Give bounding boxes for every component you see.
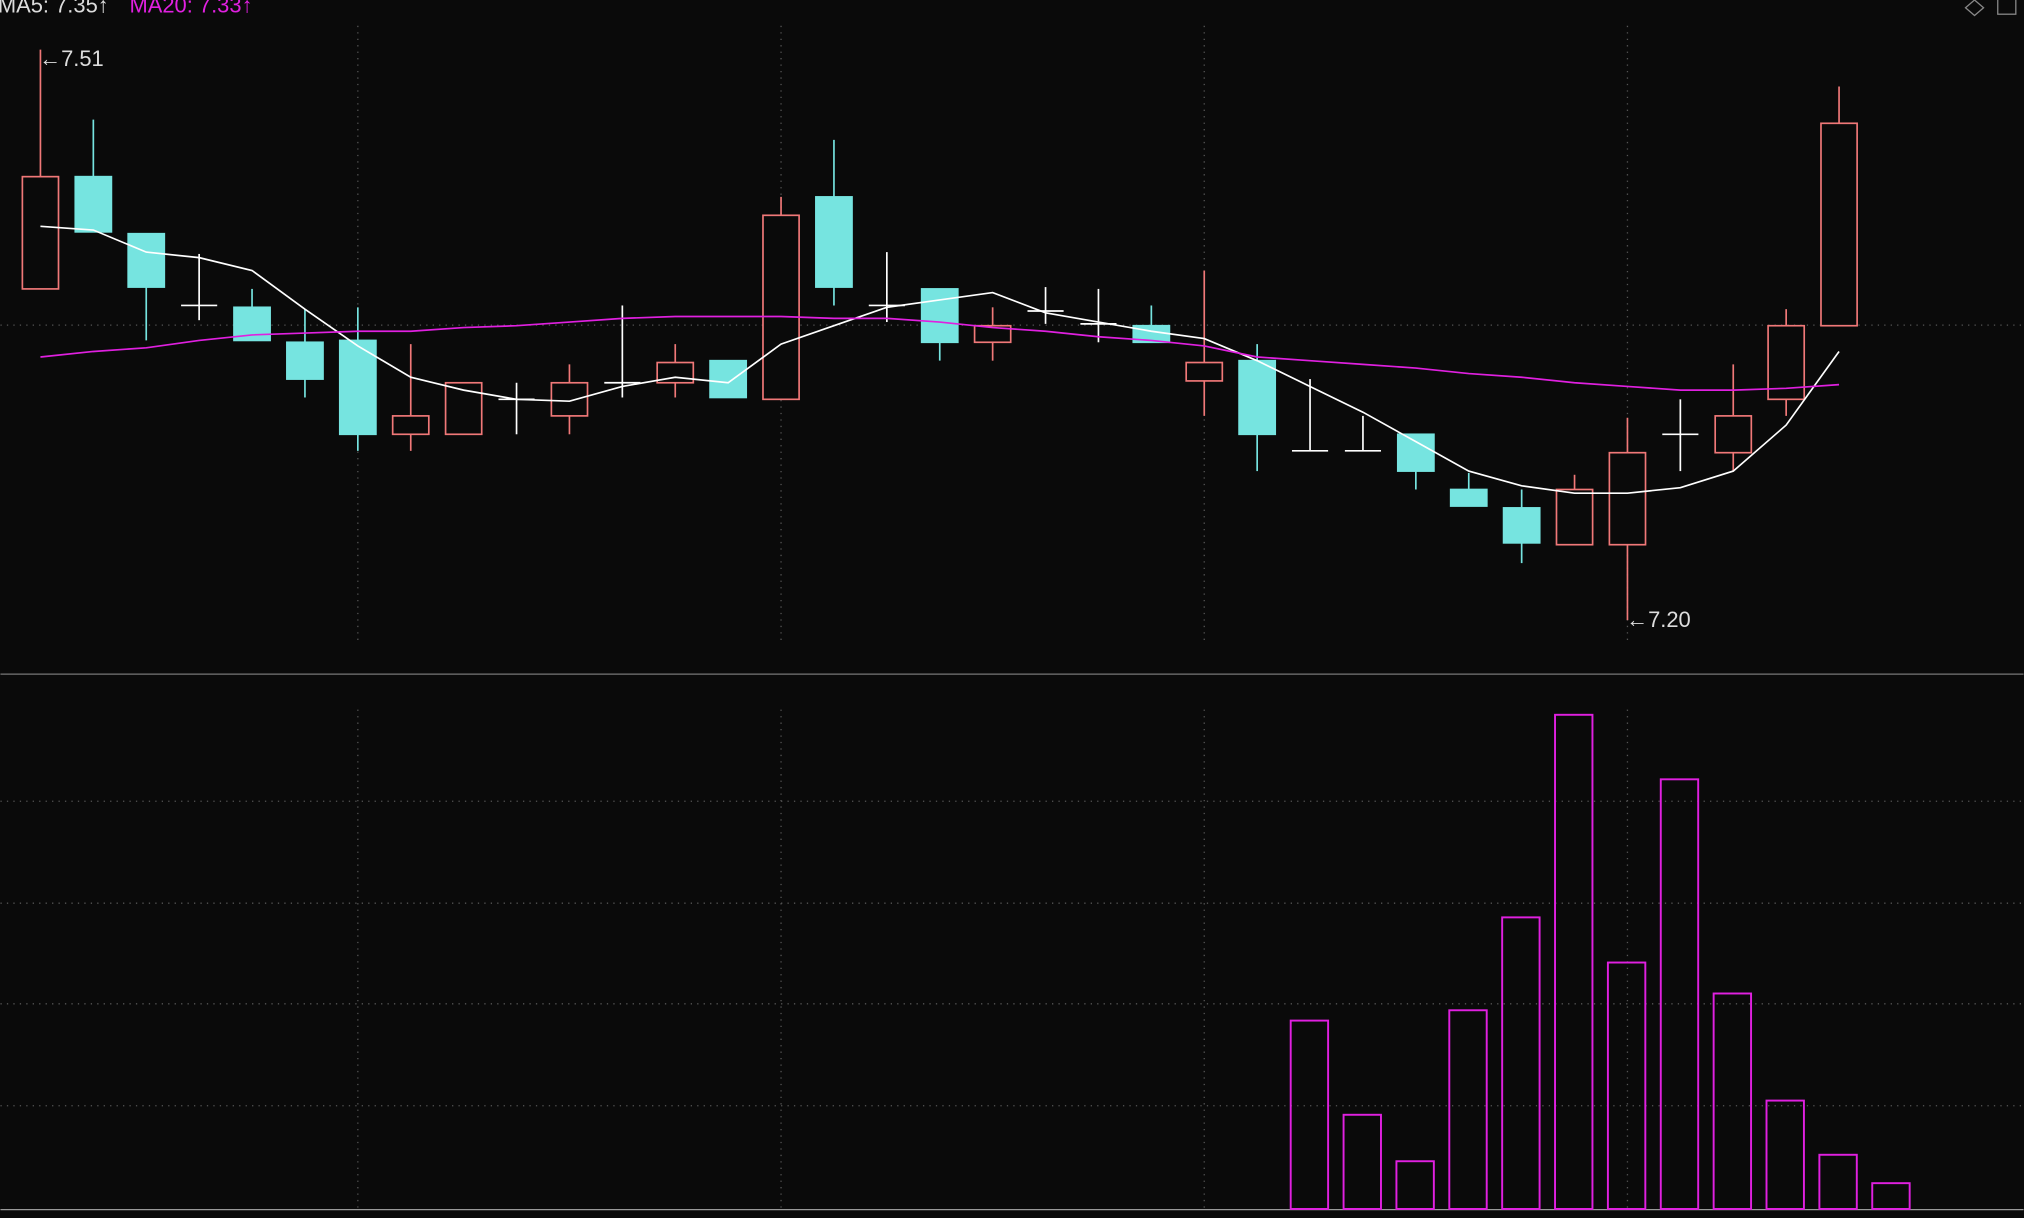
candle-body (74, 175, 113, 233)
candle-body (127, 232, 166, 288)
candle-body (1396, 433, 1435, 472)
volume-bar (1342, 1113, 1382, 1210)
toolbar-icons (1964, 0, 2017, 17)
candle-body (1714, 415, 1753, 454)
volume-bar (1448, 1009, 1488, 1210)
candle-body (920, 288, 959, 344)
candle-body (1820, 122, 1858, 327)
price-annotation: ←7.51 (39, 46, 104, 71)
volume-bar (1501, 916, 1541, 1210)
candle-body (1238, 359, 1277, 436)
legend-entry: MA20: 7.33↑ (129, 0, 252, 17)
volume-bar (1606, 961, 1647, 1210)
ma-line (40, 315, 1840, 391)
legend-entry: MA5: 7.35↑ (0, 0, 109, 17)
volume-bar (1395, 1160, 1435, 1210)
price-annotation: ←7.20 (1626, 607, 1691, 632)
candle-body (391, 415, 430, 436)
candle-body (1608, 451, 1647, 546)
candle-body (709, 359, 748, 399)
icon[interactable] (1997, 0, 2017, 15)
candle-body (444, 381, 483, 436)
candle-body (550, 381, 589, 417)
candle-body (815, 196, 853, 288)
candle-body (338, 339, 377, 436)
candle-body (1449, 488, 1488, 507)
volume-bar (1554, 713, 1594, 1210)
volume-bar (1659, 778, 1700, 1210)
volume-bar (1871, 1182, 1911, 1210)
volume-bar (1289, 1019, 1330, 1210)
candle-body (973, 324, 1012, 344)
ma-line (40, 225, 1840, 495)
volume-bar (1712, 992, 1753, 1210)
candle-body (286, 341, 324, 380)
candle-body (762, 214, 800, 401)
icon[interactable] (1964, 0, 1985, 17)
candle-body (1502, 507, 1541, 544)
volume-bar (1818, 1153, 1858, 1210)
candle-body (1555, 488, 1594, 546)
candle-body (21, 175, 60, 290)
volume-bar (1765, 1099, 1805, 1210)
candle-body (1185, 361, 1224, 382)
